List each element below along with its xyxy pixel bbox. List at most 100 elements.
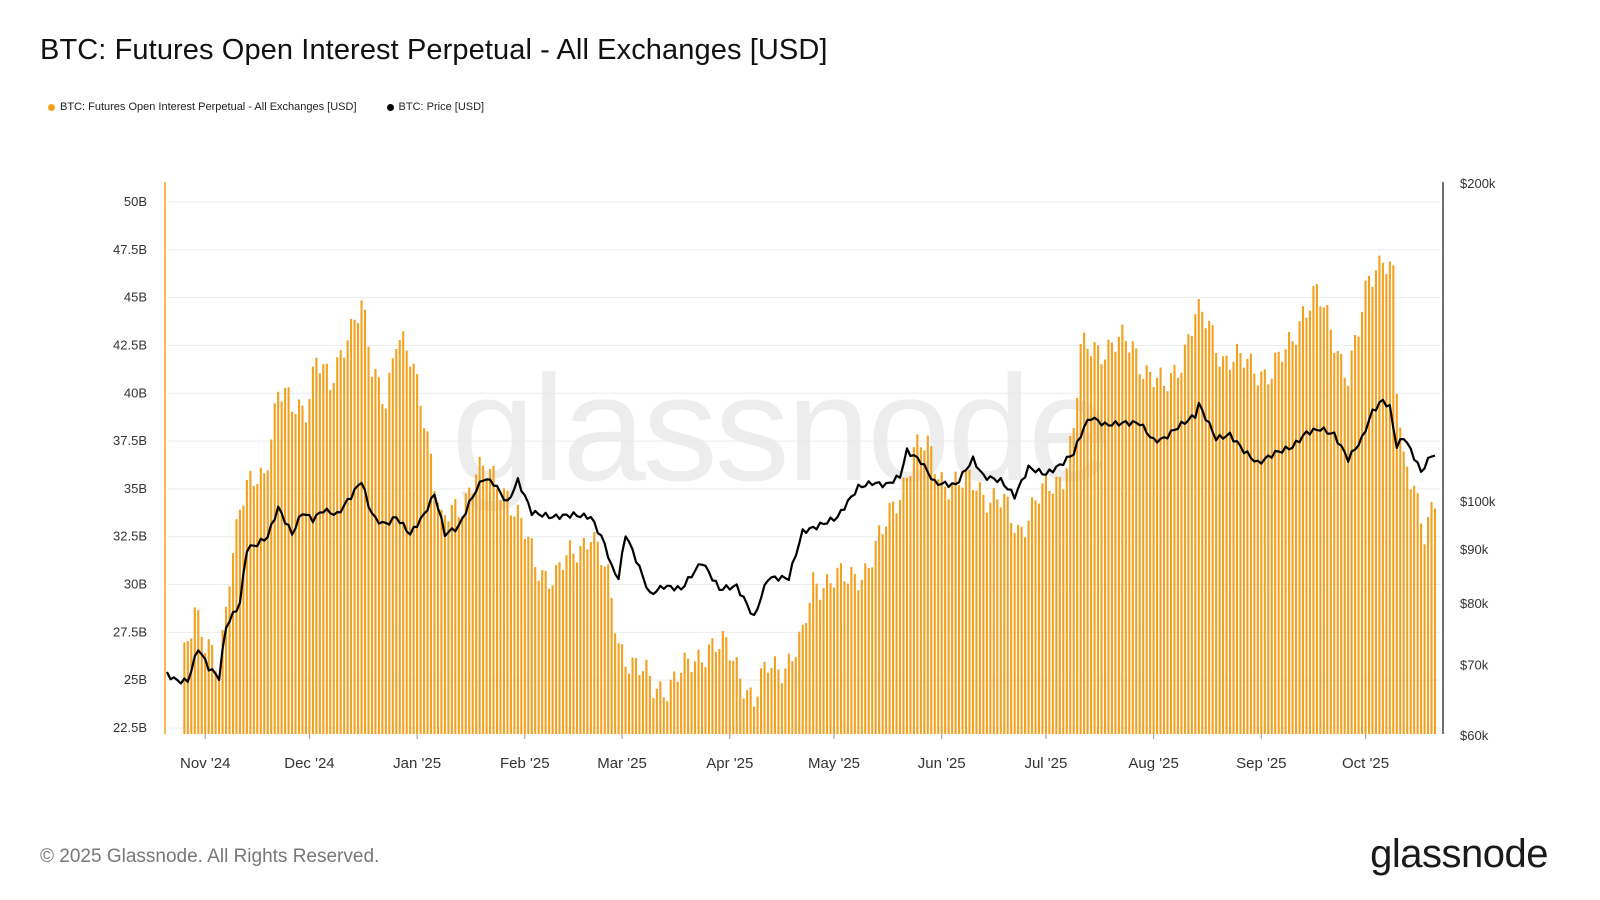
oi-bar [916,434,919,734]
oi-bar [1225,355,1228,734]
oi-bar [1374,270,1377,734]
oi-bar [218,676,221,734]
oi-bar [1329,329,1332,734]
oi-bar [447,521,450,734]
chart-title: BTC: Futures Open Interest Perpetual - A… [40,34,828,66]
oi-bar [367,346,370,734]
oi-bar [353,319,356,734]
oi-bar [860,579,863,734]
oi-bar [1069,435,1072,734]
oi-bar [773,656,776,734]
oi-bar [1413,485,1416,734]
oi-bar [707,644,710,734]
oi-bar [958,485,961,734]
oi-bar [676,681,679,734]
oi-bar [1190,335,1193,734]
oi-bar [1284,349,1287,734]
oi-bar [753,706,756,734]
oi-bar [989,502,992,734]
oi-bar [1409,489,1412,734]
oi-bar [850,567,853,734]
oi-bar [336,357,339,734]
oi-bar [509,515,512,734]
oi-bar [666,701,669,734]
oi-bar [412,363,415,734]
oi-bar [669,679,672,734]
oi-bar [346,340,349,734]
oi-bar [1030,497,1034,734]
left-tick-label: 25B [124,672,147,687]
oi-bar [343,357,346,734]
oi-bar [485,478,488,734]
oi-bar [395,349,398,734]
legend-item-price[interactable]: BTC: Price [USD] [386,101,484,113]
oi-bar [1159,367,1162,734]
oi-bar [871,567,874,734]
oi-bar [537,580,540,734]
oi-bar [1020,526,1023,734]
oi-bar [443,515,446,734]
oi-bar [471,493,474,734]
oi-bar [565,555,568,734]
legend-item-open-interest[interactable]: BTC: Futures Open Interest Perpetual - A… [48,101,357,113]
oi-bar [791,661,794,734]
oi-bar [815,583,818,734]
oi-bar [513,516,516,734]
oi-bar [1201,311,1204,734]
oi-bar [186,641,189,734]
oi-bar [1103,359,1107,734]
oi-bar [388,372,391,734]
oi-bar [221,629,224,734]
x-tick-label: Nov '24 [180,755,230,772]
oi-bar [902,477,905,734]
oi-bar [1308,310,1311,734]
oi-bar [864,563,867,734]
oi-bar [968,469,971,734]
oi-bar [746,690,749,734]
oi-bar [461,516,464,734]
oi-bar [1055,476,1058,734]
oi-bar [548,588,551,734]
oi-bar [482,465,485,734]
oi-bar [1204,328,1207,734]
oi-bar [728,660,731,734]
oi-bar [621,644,624,734]
oi-bar [582,537,585,734]
oi-bar [648,675,651,734]
right-tick-label: $100k [1460,494,1496,509]
oi-bar [1117,336,1120,734]
oi-bar [1232,361,1235,734]
oi-bar [1058,476,1061,734]
oi-bar [760,668,763,734]
oi-bar [1357,336,1360,734]
oi-bar [1347,385,1350,734]
oi-bar [1096,345,1100,734]
oi-bar [551,585,554,734]
oi-bar [197,609,200,734]
oi-bar [530,538,533,734]
oi-bar [457,517,460,734]
oi-bar [1235,343,1239,734]
oi-bar [1399,427,1402,734]
x-tick-label: Dec '24 [284,755,334,772]
oi-bar [1037,503,1041,734]
brand-logo[interactable]: glassnode [1370,832,1548,876]
oi-bar [1197,298,1200,734]
oi-bar [1076,397,1079,734]
oi-bar [694,661,697,734]
oi-bar [475,474,478,734]
oi-bar [1322,307,1325,734]
oi-bar [381,403,384,734]
oi-bar [1218,366,1221,734]
legend-dot-orange-icon [48,103,55,111]
oi-bar [228,586,231,734]
oi-bar [1003,493,1006,734]
oi-bar [1433,508,1437,734]
oi-bar [704,667,707,734]
right-tick-label: $60k [1460,728,1489,743]
oi-bar [930,446,933,734]
oi-bar [1291,341,1294,734]
right-tick-label: $80k [1460,596,1489,611]
oi-bar [1267,384,1270,734]
oi-bar [1121,324,1124,734]
